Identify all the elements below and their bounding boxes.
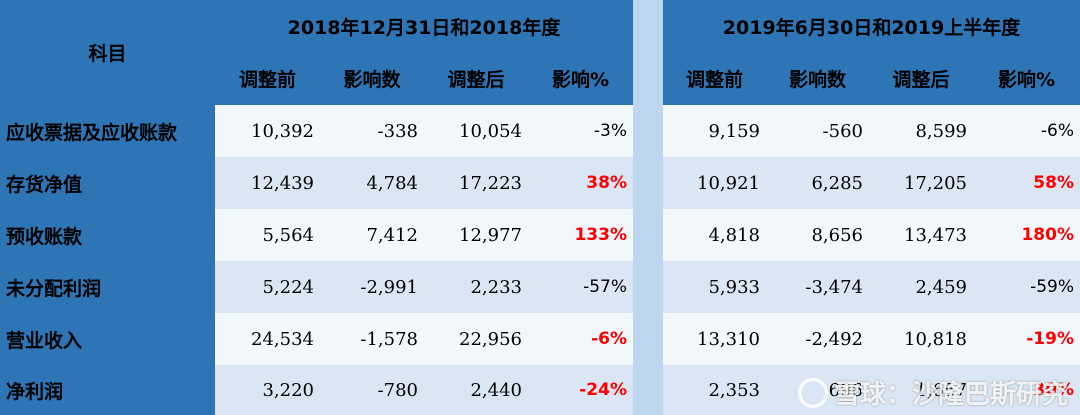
row-label: 净利润 bbox=[0, 365, 215, 415]
table-cell: -59% bbox=[973, 261, 1080, 313]
table-cell: 4,818 bbox=[663, 209, 766, 261]
table-cell: -2,991 bbox=[320, 261, 424, 313]
table-cell: 10,392 bbox=[215, 105, 320, 157]
table-cell: 3,220 bbox=[215, 365, 320, 415]
row-label: 存货净值 bbox=[0, 157, 215, 209]
table-cell: 10,054 bbox=[424, 105, 528, 157]
row-label: 应收票据及应收账款 bbox=[0, 105, 215, 157]
table-cell: 133% bbox=[528, 209, 633, 261]
table-cell: 58% bbox=[973, 157, 1080, 209]
period1-header: 2018年12月31日和2018年度 bbox=[215, 0, 633, 52]
table-cell: -1,578 bbox=[320, 313, 424, 365]
table-cell: -2,492 bbox=[766, 313, 869, 365]
table-cell: 5,224 bbox=[215, 261, 320, 313]
table-cell: 180% bbox=[973, 209, 1080, 261]
p2-impact-pct-header: 影响% bbox=[973, 52, 1080, 105]
table-cell: 30% bbox=[973, 365, 1080, 415]
p2-impact-header: 影响数 bbox=[766, 52, 869, 105]
table-cell: 12,977 bbox=[424, 209, 528, 261]
table-cell: -3% bbox=[528, 105, 633, 157]
table-cell: -3,474 bbox=[766, 261, 869, 313]
table-cell: 17,223 bbox=[424, 157, 528, 209]
p1-impact-header: 影响数 bbox=[320, 52, 424, 105]
p1-impact-pct-header: 影响% bbox=[528, 52, 633, 105]
table-cell: 13,310 bbox=[663, 313, 766, 365]
table-cell: 696 bbox=[766, 365, 869, 415]
table-cell: 5,933 bbox=[663, 261, 766, 313]
table-cell: 2,440 bbox=[424, 365, 528, 415]
table-cell: 2,353 bbox=[663, 365, 766, 415]
p2-after-header: 调整后 bbox=[869, 52, 973, 105]
table-cell: -560 bbox=[766, 105, 869, 157]
table-cell: 12,439 bbox=[215, 157, 320, 209]
table-cell: 8,656 bbox=[766, 209, 869, 261]
table-cell: -780 bbox=[320, 365, 424, 415]
p1-after-header: 调整后 bbox=[424, 52, 528, 105]
table-cell: 10,921 bbox=[663, 157, 766, 209]
table-cell: 1,657 bbox=[869, 365, 973, 415]
row-label: 营业收入 bbox=[0, 313, 215, 365]
table-cell: 24,534 bbox=[215, 313, 320, 365]
table-cell: 9,159 bbox=[663, 105, 766, 157]
table-cell: -19% bbox=[973, 313, 1080, 365]
table-cell: 22,956 bbox=[424, 313, 528, 365]
row-label: 未分配利润 bbox=[0, 261, 215, 313]
subject-header: 科目 bbox=[0, 0, 215, 105]
table-cell: 10,818 bbox=[869, 313, 973, 365]
table-cell: -338 bbox=[320, 105, 424, 157]
p2-before-header: 调整前 bbox=[663, 52, 766, 105]
table-cell: 7,412 bbox=[320, 209, 424, 261]
table-cell: -57% bbox=[528, 261, 633, 313]
table-cell: 17,205 bbox=[869, 157, 973, 209]
table-cell: 2,459 bbox=[869, 261, 973, 313]
table-cell: 5,564 bbox=[215, 209, 320, 261]
table-cell: 6,285 bbox=[766, 157, 869, 209]
table-cell: 38% bbox=[528, 157, 633, 209]
table-cell: 2,233 bbox=[424, 261, 528, 313]
p1-before-header: 调整前 bbox=[215, 52, 320, 105]
column-gap bbox=[633, 0, 663, 415]
table-cell: 4,784 bbox=[320, 157, 424, 209]
period2-header: 2019年6月30日和2019上半年度 bbox=[663, 0, 1080, 52]
table-cell: 13,473 bbox=[869, 209, 973, 261]
table-cell: -6% bbox=[973, 105, 1080, 157]
table-cell: 8,599 bbox=[869, 105, 973, 157]
table-cell: -6% bbox=[528, 313, 633, 365]
table-cell: -24% bbox=[528, 365, 633, 415]
row-label: 预收账款 bbox=[0, 209, 215, 261]
